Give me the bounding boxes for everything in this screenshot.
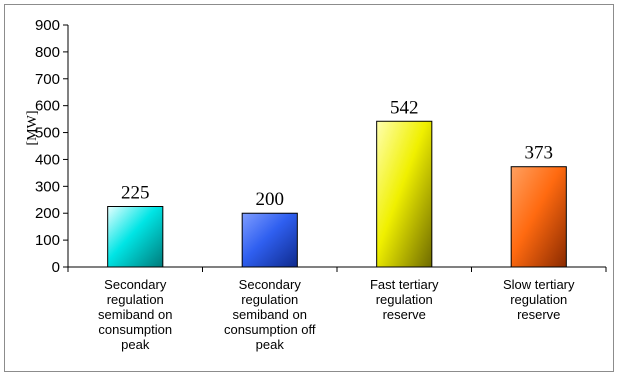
- bar: [376, 120, 433, 268]
- y-tick-label: 700: [35, 71, 60, 88]
- y-axis-ticks: 0 100 200 300 400 500 600 700 800 900: [35, 17, 68, 276]
- y-tick-label: 800: [35, 44, 60, 61]
- y-tick-label: 300: [35, 178, 60, 195]
- category-labels: Secondary regulation semiband on consumptio…: [98, 277, 575, 352]
- data-label: 542: [390, 97, 419, 118]
- y-tick-label: 100: [35, 232, 60, 249]
- y-tick-label: 400: [35, 151, 60, 168]
- category-label: Fast tertiary regulation reserve: [370, 277, 439, 322]
- y-tick-label: 500: [35, 125, 60, 142]
- bar: [107, 206, 164, 268]
- category-label: Slow tertiary regulation reserve: [503, 277, 575, 322]
- y-tick-label: 600: [35, 98, 60, 115]
- y-axis-title: [MW]: [25, 111, 40, 146]
- y-tick-label: 900: [35, 17, 60, 34]
- data-label: 373: [525, 143, 554, 164]
- bar: [510, 166, 567, 268]
- category-label: Secondary regulation semiband on consumptio…: [98, 277, 172, 352]
- data-label: 225: [121, 183, 150, 204]
- bars: [107, 120, 567, 268]
- data-label: 200: [256, 189, 285, 210]
- y-tick-label: 200: [35, 205, 60, 222]
- y-tick-label: 0: [52, 259, 60, 276]
- data-labels: 225 200 542 373: [121, 97, 553, 210]
- category-label: Secondary regulation semiband on consumptio…: [224, 277, 316, 352]
- bar: [241, 212, 298, 268]
